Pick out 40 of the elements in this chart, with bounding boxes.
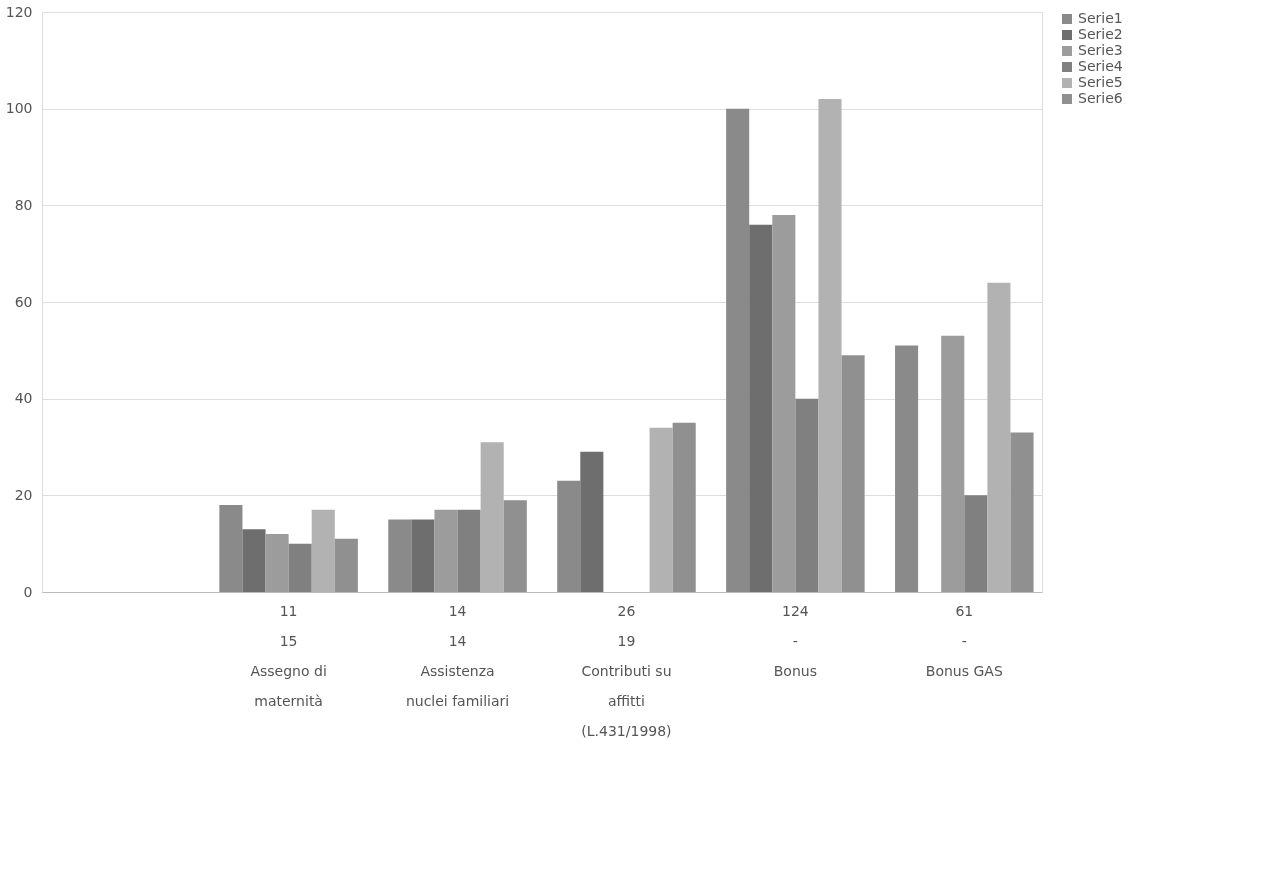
bar [265, 534, 289, 592]
x-tick-label: 61 - Bonus GAS [925, 602, 1003, 679]
bar [219, 505, 243, 592]
y-tick-label: 0 [23, 583, 33, 600]
bar [749, 224, 773, 592]
bar [503, 500, 527, 592]
bar [841, 355, 865, 592]
y-tick-label: 60 [14, 293, 33, 310]
bar [895, 345, 919, 592]
y-tick-label: 120 [5, 3, 33, 20]
bar [457, 509, 481, 592]
bar [726, 108, 750, 592]
legend-label: Serie6 [1078, 90, 1123, 106]
legend-label: Serie5 [1078, 74, 1123, 90]
bar [941, 335, 965, 592]
bar [388, 519, 412, 592]
bar [795, 398, 819, 592]
bar [434, 509, 458, 592]
bar [557, 480, 581, 592]
bar [580, 451, 604, 592]
bar [411, 519, 435, 592]
bar [964, 495, 988, 592]
bar [1010, 432, 1034, 592]
x-tick-label: 124 - Bonus [773, 602, 817, 679]
legend-label: Serie3 [1078, 42, 1123, 58]
bar [334, 538, 358, 592]
x-tick-label: 11 15 Assegno di maternità [250, 602, 327, 709]
x-tick-label: 14 14 Assistenza nuclei familiari [405, 602, 510, 709]
bar [672, 422, 696, 592]
bar [772, 215, 796, 592]
y-tick-label: 20 [14, 486, 33, 503]
legend-label: Serie4 [1078, 58, 1123, 74]
bar [288, 543, 312, 592]
y-tick-label: 40 [14, 390, 33, 407]
x-tick-label: 26 19 Contributi su affitti (L.431/1998) [581, 602, 672, 739]
y-tick-label: 80 [14, 196, 33, 213]
bar [242, 529, 266, 592]
y-tick-label: 100 [5, 100, 33, 117]
legend-label: Serie2 [1078, 26, 1123, 42]
legend-label: Serie1 [1078, 10, 1123, 26]
